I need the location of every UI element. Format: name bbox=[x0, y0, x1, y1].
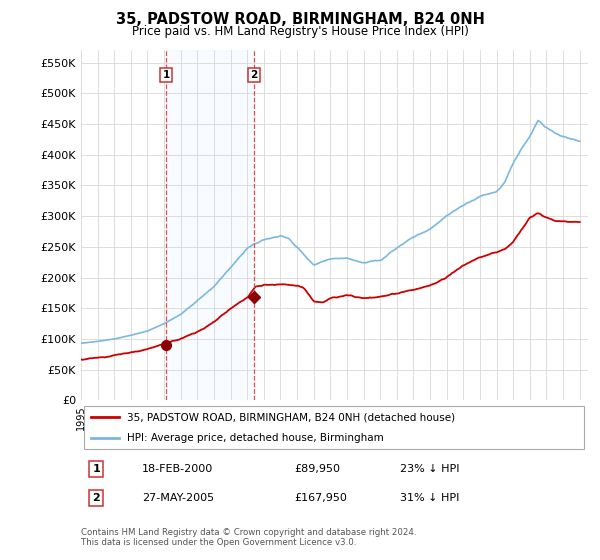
Text: 35, PADSTOW ROAD, BIRMINGHAM, B24 0NH (detached house): 35, PADSTOW ROAD, BIRMINGHAM, B24 0NH (d… bbox=[127, 412, 455, 422]
Text: 1: 1 bbox=[92, 464, 100, 474]
Text: £167,950: £167,950 bbox=[294, 493, 347, 503]
Text: 27-MAY-2005: 27-MAY-2005 bbox=[142, 493, 214, 503]
Text: 2: 2 bbox=[92, 493, 100, 503]
Bar bbox=[166, 50, 254, 400]
Text: 23% ↓ HPI: 23% ↓ HPI bbox=[400, 464, 460, 474]
Text: 35, PADSTOW ROAD, BIRMINGHAM, B24 0NH: 35, PADSTOW ROAD, BIRMINGHAM, B24 0NH bbox=[116, 12, 484, 27]
Text: Price paid vs. HM Land Registry's House Price Index (HPI): Price paid vs. HM Land Registry's House … bbox=[131, 25, 469, 38]
Text: £89,950: £89,950 bbox=[294, 464, 340, 474]
Text: 18-FEB-2000: 18-FEB-2000 bbox=[142, 464, 213, 474]
Text: 31% ↓ HPI: 31% ↓ HPI bbox=[400, 493, 460, 503]
Text: HPI: Average price, detached house, Birmingham: HPI: Average price, detached house, Birm… bbox=[127, 433, 383, 444]
Text: Contains HM Land Registry data © Crown copyright and database right 2024.
This d: Contains HM Land Registry data © Crown c… bbox=[81, 528, 416, 547]
FancyBboxPatch shape bbox=[83, 406, 584, 450]
Text: 2: 2 bbox=[251, 70, 258, 80]
Text: 1: 1 bbox=[163, 70, 170, 80]
